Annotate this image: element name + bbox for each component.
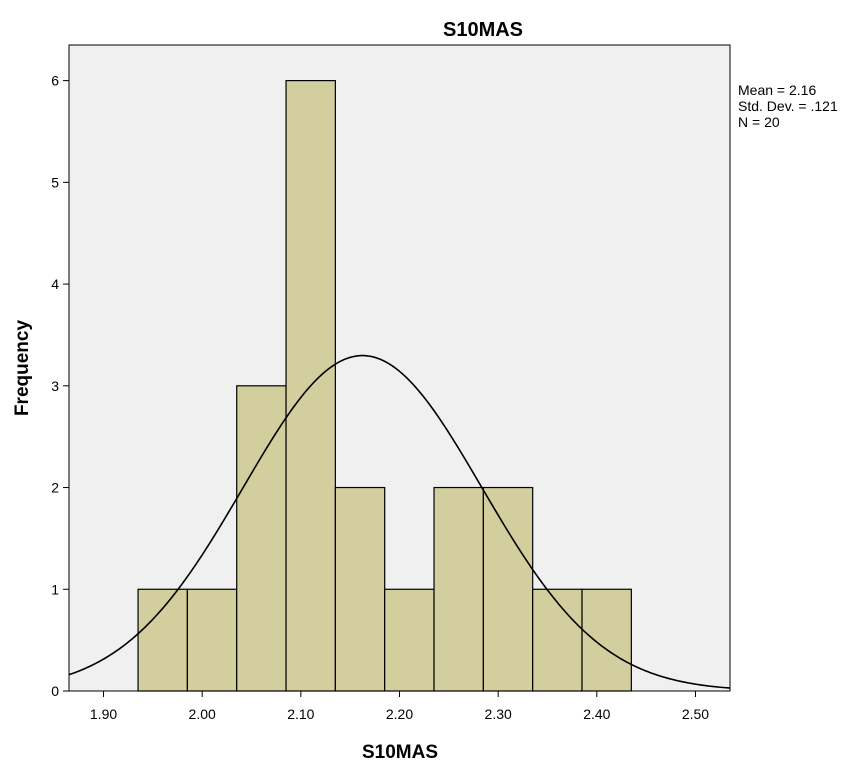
x-tick-label: 2.30 xyxy=(485,706,512,722)
histogram-bar-2 xyxy=(186,588,238,692)
histogram-bar-5 xyxy=(334,486,386,692)
x-tick-label: 1.90 xyxy=(90,706,117,722)
x-tick-label: 2.50 xyxy=(682,706,709,722)
y-tick-label: 6 xyxy=(51,73,59,89)
x-tick-label: 2.00 xyxy=(189,706,216,722)
histogram-bar-6 xyxy=(384,588,435,692)
histogram-bar-3 xyxy=(236,385,287,692)
y-tick-label: 2 xyxy=(51,480,59,496)
y-axis-label: Frequency xyxy=(12,320,33,417)
y-tick-label: 4 xyxy=(51,276,59,292)
stats-std-dev: Std. Dev. = .121 xyxy=(738,98,838,114)
x-tick-label: 2.20 xyxy=(386,706,413,722)
histogram-bar-10 xyxy=(581,588,632,692)
x-axis-label: S10MAS xyxy=(362,742,438,760)
histogram-bar-1 xyxy=(137,588,188,692)
y-tick-label: 3 xyxy=(51,378,59,394)
y-tick-label: 0 xyxy=(51,683,59,699)
x-tick-label: 2.40 xyxy=(583,706,610,722)
histogram-bar-7 xyxy=(433,486,484,692)
y-tick-label: 5 xyxy=(51,174,59,190)
y-tick-label: 1 xyxy=(51,581,59,597)
stats-n: N = 20 xyxy=(738,114,780,130)
histogram-bar-9 xyxy=(532,588,583,692)
chart-title: S10MAS xyxy=(443,19,523,41)
histogram-bar-8 xyxy=(482,486,534,692)
plot-background xyxy=(68,44,731,692)
stats-mean: Mean = 2.16 xyxy=(738,82,816,98)
x-tick-label: 2.10 xyxy=(287,706,314,722)
normal-curve xyxy=(68,354,731,689)
